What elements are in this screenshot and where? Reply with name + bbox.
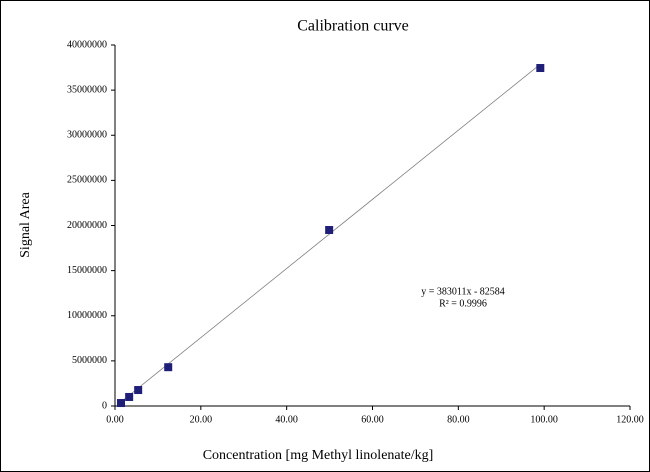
y-tick-label: 10000000 bbox=[67, 310, 107, 321]
y-tick-label: 0 bbox=[102, 400, 107, 411]
data-point bbox=[134, 386, 143, 395]
x-tick-label: 0.00 bbox=[106, 414, 124, 425]
x-tick-label: 40.00 bbox=[275, 414, 298, 425]
y-tick-label: 20000000 bbox=[67, 220, 107, 231]
y-tick-label: 30000000 bbox=[67, 130, 107, 141]
data-point bbox=[125, 392, 134, 401]
y-tick-label: 5000000 bbox=[72, 355, 107, 366]
data-point bbox=[325, 226, 334, 235]
y-axis-title: Signal Area bbox=[18, 191, 33, 257]
x-axis-title: Concentration [mg Methyl linolenate/kg] bbox=[203, 448, 434, 463]
x-tick-label: 100.00 bbox=[530, 414, 558, 425]
data-point bbox=[117, 399, 126, 408]
trendline-equation: y = 383011x - 82584 bbox=[421, 286, 505, 297]
x-tick-label: 20.00 bbox=[190, 414, 213, 425]
y-tick-label: 40000000 bbox=[67, 39, 107, 50]
x-tick-label: 120.00 bbox=[616, 414, 644, 425]
y-tick-label: 35000000 bbox=[67, 84, 107, 95]
data-point bbox=[536, 64, 545, 73]
x-tick-label: 60.00 bbox=[361, 414, 384, 425]
trendline-r2: R² = 0.9996 bbox=[439, 298, 487, 309]
y-tick-label: 15000000 bbox=[67, 265, 107, 276]
y-tick-label: 25000000 bbox=[67, 175, 107, 186]
chart-title: Calibration curve bbox=[297, 18, 409, 35]
data-point bbox=[164, 363, 173, 372]
x-tick-label: 80.00 bbox=[447, 414, 470, 425]
